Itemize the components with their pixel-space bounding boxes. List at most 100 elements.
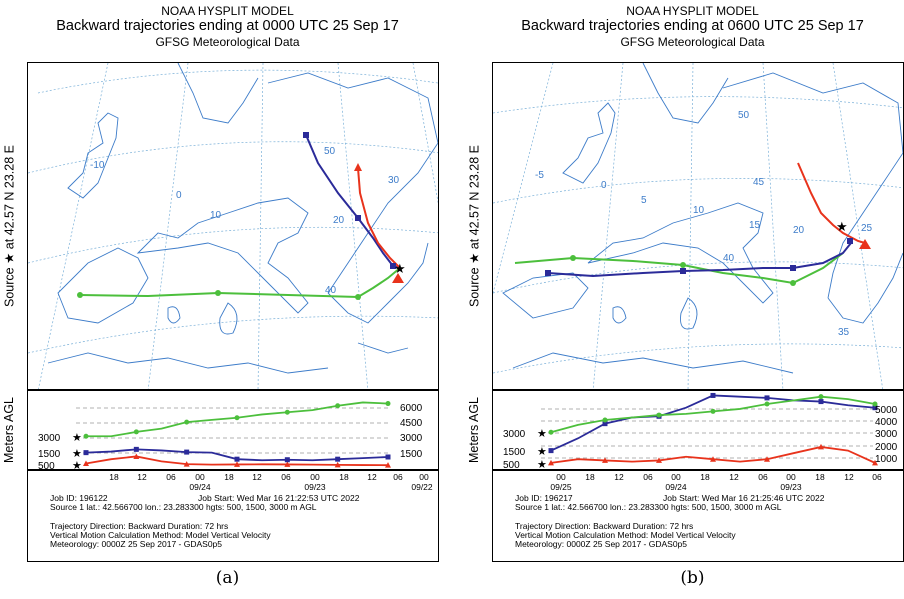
trajectory-map: -5 0 5 10 15 20 25 35 40 45 50 (492, 62, 904, 390)
trajectory-marker (77, 292, 83, 298)
profile-left-tick: 500 (38, 461, 55, 470)
trajectory-direction: Trajectory Direction: Backward Duration:… (50, 521, 229, 531)
profile-point (133, 453, 140, 459)
time-axis: 18 12 06 00 18 12 06 00 18 12 06 00 09/2… (109, 472, 433, 492)
map-coastlines (47, 63, 438, 374)
profile-point (872, 401, 878, 407)
profile-point (656, 412, 662, 418)
job-start: Job Start: Wed Mar 16 21:22:53 UTC 2022 (198, 493, 360, 503)
trajectory-marker (303, 132, 309, 138)
time-tick-label: 00 (310, 472, 320, 482)
panel-caption: (b) (680, 568, 705, 588)
date-label: 09/25 (550, 482, 572, 492)
profile-point (818, 394, 824, 400)
map-lon-label: 35 (838, 327, 850, 338)
profile-point (83, 460, 89, 467)
time-tick-label: 18 (224, 472, 234, 482)
meteorology: Meteorology: 0000Z 25 Sep 2017 - GDAS0p5 (515, 539, 687, 549)
job-info: 00 18 12 06 00 18 12 06 00 18 12 06 09/2… (492, 470, 904, 562)
map-lon-label: 10 (210, 210, 222, 221)
time-tick-label: 12 (844, 472, 854, 482)
start-star-icon: ★ (72, 460, 82, 470)
source-info: Source 1 lat.: 42.566700 lon.: 23.283300… (50, 502, 317, 512)
profile-svg: 3000 1500 500 5000 4000 3000 2000 1000 ★… (503, 392, 898, 469)
profile-point (385, 401, 391, 407)
profile-point (764, 401, 770, 407)
profile-point (133, 446, 139, 452)
profile-point (872, 459, 878, 466)
time-tick-label: 06 (281, 472, 291, 482)
trajectory-path-blue (305, 134, 401, 269)
trajectory-path-blue (547, 242, 852, 278)
time-tick-label: 12 (252, 472, 262, 482)
profile-right-tick: 4000 (875, 417, 898, 428)
profile-point (133, 429, 139, 435)
profile-point (602, 421, 608, 427)
job-start: Job Start: Wed Mar 16 21:25:46 UTC 2022 (663, 493, 825, 503)
map-lon-label: 15 (749, 220, 761, 231)
profile-point (184, 419, 190, 425)
trajectory-path-green (514, 252, 844, 285)
date-label: 09/24 (665, 482, 687, 492)
time-tick-label: 00 (556, 472, 566, 482)
profile-point (83, 450, 89, 456)
time-tick-label: 18 (815, 472, 825, 482)
time-tick-label: 18 (109, 472, 119, 482)
time-tick-label: 12 (614, 472, 624, 482)
profile-point (335, 456, 341, 462)
profile-right-ticks: 5000 4000 3000 2000 1000 (875, 405, 898, 465)
height-profile: 3000 1500 500 5000 4000 3000 2000 1000 ★… (492, 390, 904, 470)
time-tick-label: 18 (585, 472, 595, 482)
profile-point (710, 408, 716, 414)
profile-right-tick: 3000 (875, 429, 898, 440)
height-profile: 3000 1500 500 6000 4500 3000 1500 ★ ★ ★ (27, 390, 439, 470)
map-graticule (28, 63, 438, 389)
meteorology: Meteorology: 0000Z 25 Sep 2017 - GDAS0p5 (50, 539, 222, 549)
trajectory-marker (847, 238, 853, 244)
time-tick-label: 06 (166, 472, 176, 482)
profile-point (710, 456, 716, 462)
trajectory-map: -10 0 10 20 30 40 50 (27, 62, 439, 390)
profile-start-markers: ★ ★ ★ (537, 428, 547, 469)
profile-right-ticks: 6000 4500 3000 1500 (400, 403, 423, 460)
profile-series (83, 401, 391, 468)
job-id: Job ID: 196122 (50, 493, 108, 503)
date-label: 09/23 (780, 482, 802, 492)
map-lon-label: 40 (325, 285, 337, 296)
map-lon-label: 45 (753, 177, 765, 188)
map-markers (77, 132, 404, 300)
time-tick-label: 12 (367, 472, 377, 482)
profile-right-tick: 6000 (400, 403, 423, 414)
map-svg: -5 0 5 10 15 20 25 35 40 45 50 (493, 63, 903, 389)
profile-point (385, 462, 391, 468)
map-lon-label: 10 (693, 205, 705, 216)
map-lon-label: 5 (641, 195, 647, 206)
profile-point (764, 395, 770, 401)
trajectory-marker (390, 263, 396, 269)
trajectory-marker (570, 255, 576, 261)
profile-right-tick: 4500 (400, 418, 423, 429)
chart-title: Backward trajectories ending at 0000 UTC… (56, 18, 399, 34)
profile-gridlines (541, 408, 873, 459)
map-lon-label: 0 (601, 180, 607, 191)
panel-b: NOAA HYSPLIT MODEL Backward trajectories… (467, 0, 904, 599)
profile-point (284, 461, 291, 467)
time-tick-label: 00 (671, 472, 681, 482)
panel-a-titles: NOAA HYSPLIT MODEL Backward trajectories… (15, 4, 440, 49)
profile-point (872, 405, 878, 411)
source-info: Source 1 lat.: 42.566700 lon.: 23.283300… (515, 502, 782, 512)
map-coastlines (502, 63, 903, 374)
trajectory-marker (392, 273, 404, 283)
start-star-icon: ★ (537, 446, 547, 458)
profile-point (818, 399, 824, 405)
map-svg: -10 0 10 20 30 40 50 (28, 63, 438, 389)
profile-start-markers: ★ ★ ★ (72, 432, 82, 470)
map-lon-label: 50 (324, 146, 336, 157)
trajectory-marker (355, 215, 361, 221)
profile-point (234, 456, 240, 462)
profile-right-tick: 1000 (875, 454, 898, 465)
job-id: Job ID: 196217 (515, 493, 573, 503)
profile-right-tick: 2000 (875, 442, 898, 453)
profile-line-1500-m-agl (550, 394, 876, 452)
source-star-icon: ★ (394, 261, 406, 276)
